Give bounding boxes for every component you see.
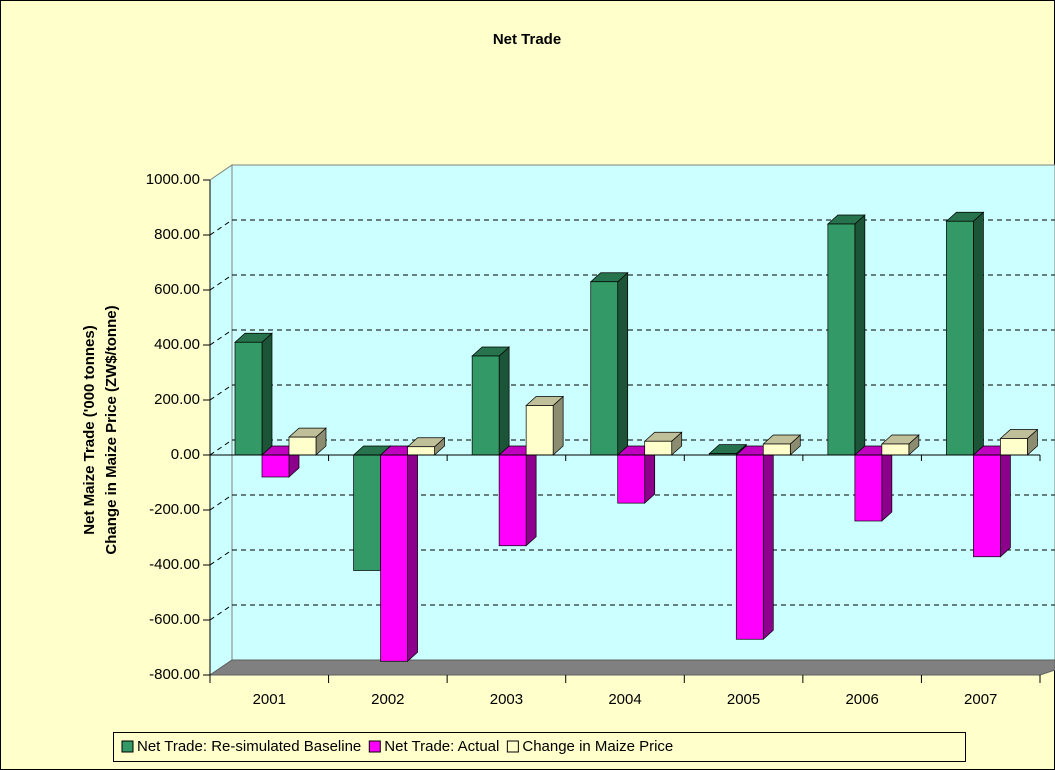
bar-side bbox=[552, 395, 564, 456]
bar bbox=[288, 436, 317, 456]
y-tick-label: -400.00 bbox=[149, 556, 200, 573]
y-tick-label: 0.00 bbox=[171, 446, 200, 463]
bar bbox=[1000, 438, 1028, 456]
bar bbox=[644, 440, 673, 456]
bar-side bbox=[525, 445, 537, 547]
bar-side bbox=[1000, 445, 1011, 558]
grid-line bbox=[209, 549, 233, 566]
side-wall bbox=[209, 164, 233, 676]
x-tick-label: 2001 bbox=[253, 691, 286, 708]
x-tick-label: 2007 bbox=[964, 691, 997, 708]
y-tick-label: -200.00 bbox=[149, 501, 200, 518]
x-tick-label: 2006 bbox=[845, 691, 878, 708]
bar bbox=[407, 446, 435, 456]
bar bbox=[762, 443, 791, 456]
x-tick-label: 2002 bbox=[371, 691, 404, 708]
bar bbox=[471, 355, 500, 456]
bar bbox=[617, 454, 646, 504]
grid-line bbox=[209, 439, 233, 456]
legend-swatch bbox=[368, 740, 381, 753]
bar bbox=[590, 281, 619, 456]
legend-label: Net Trade: Actual bbox=[384, 738, 499, 755]
bar bbox=[973, 454, 1001, 558]
grid-line bbox=[209, 219, 233, 236]
grid-line bbox=[209, 494, 233, 511]
bar-side bbox=[498, 346, 510, 456]
bar-side bbox=[854, 214, 866, 456]
floor bbox=[208, 659, 1055, 676]
grid-line bbox=[209, 329, 233, 346]
legend-swatch bbox=[121, 740, 134, 753]
back-wall bbox=[231, 164, 1055, 661]
grid-line bbox=[209, 604, 233, 621]
chart-title: Net Trade bbox=[493, 31, 561, 48]
legend-box bbox=[113, 732, 966, 762]
bar-side bbox=[261, 332, 273, 456]
bar bbox=[827, 223, 856, 456]
y-axis-title: Net Maize Trade ('000 tonnes) bbox=[81, 325, 98, 534]
x-tick-label: 2004 bbox=[608, 691, 641, 708]
y-tick-label: 600.00 bbox=[154, 281, 200, 298]
legend-swatch bbox=[506, 740, 519, 753]
bar-side bbox=[762, 445, 774, 641]
bar bbox=[380, 454, 408, 662]
bar bbox=[946, 220, 974, 456]
x-tick-label: 2003 bbox=[490, 691, 523, 708]
y-axis-title: Change in Maize Price (ZW$/tonne) bbox=[103, 305, 120, 554]
x-tick-label: 2005 bbox=[727, 691, 760, 708]
legend: Net Trade: Re-simulated Baseline Net Trad… bbox=[113, 732, 966, 762]
bar bbox=[498, 454, 527, 547]
bar-side bbox=[881, 445, 893, 522]
y-tick-label: 800.00 bbox=[154, 226, 200, 243]
y-tick-label: -600.00 bbox=[149, 611, 200, 628]
bar bbox=[735, 454, 764, 640]
y-tick-label: 400.00 bbox=[154, 336, 200, 353]
bar bbox=[353, 454, 381, 571]
bar-side bbox=[407, 445, 418, 663]
y-tick-label: -800.00 bbox=[149, 666, 200, 683]
legend-label: Net Trade: Re-simulated Baseline bbox=[137, 738, 361, 755]
bar bbox=[881, 443, 910, 456]
legend-label: Change in Maize Price bbox=[522, 738, 673, 755]
bar bbox=[525, 405, 554, 456]
y-tick-label: 1000.00 bbox=[146, 171, 200, 188]
bar-side bbox=[617, 271, 629, 456]
bar-side bbox=[973, 211, 984, 456]
bar bbox=[234, 341, 263, 456]
bar bbox=[261, 454, 290, 478]
y-tick-label: 200.00 bbox=[154, 391, 200, 408]
grid-line bbox=[209, 274, 233, 291]
bar bbox=[854, 454, 883, 522]
grid-line bbox=[209, 384, 233, 401]
